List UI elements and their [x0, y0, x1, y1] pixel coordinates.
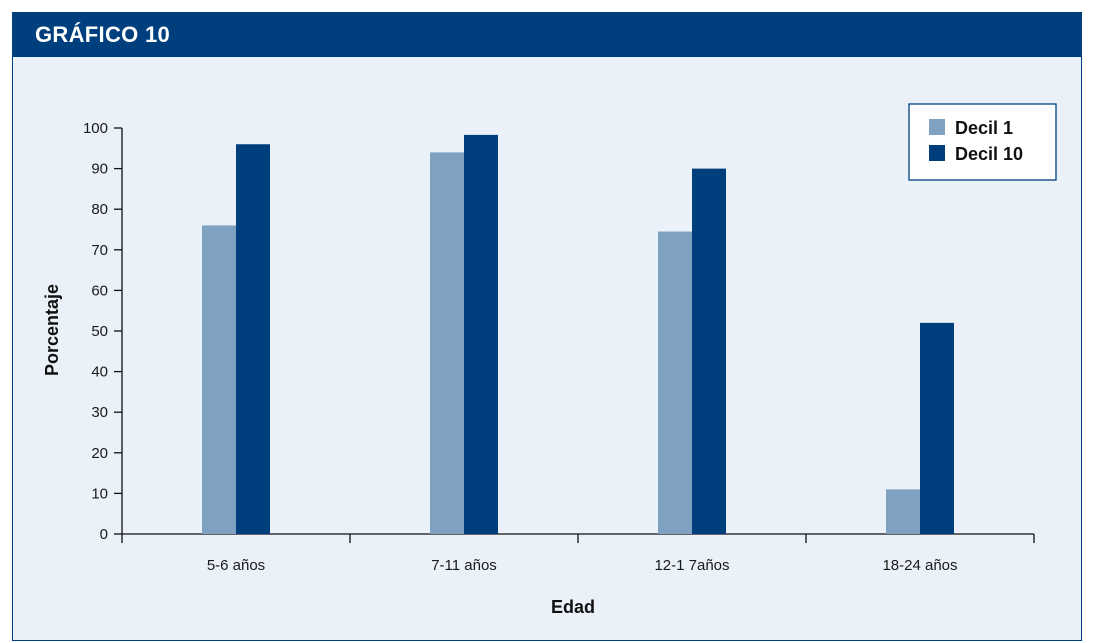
x-tick-label-0: 5-6 años: [207, 557, 265, 574]
y-tick-label-70: 70: [91, 242, 108, 259]
y-tick-label-80: 80: [91, 201, 108, 218]
y-tick-label-10: 10: [91, 485, 108, 502]
bar-decil-10-2: [692, 168, 726, 534]
chart-frame: GRÁFICO 10: [12, 12, 1082, 641]
y-axis-title: Porcentaje: [42, 284, 62, 376]
x-axis-title: Edad: [551, 597, 595, 617]
bar-decil-10-3: [920, 322, 954, 534]
legend-label-decil-10: Decil 10: [955, 144, 1023, 164]
x-tick-label-2: 12-1 7años: [654, 557, 729, 574]
bar-decil-10-1: [464, 134, 498, 535]
y-tick-label-30: 30: [91, 404, 108, 421]
y-tick-label-50: 50: [91, 323, 108, 340]
legend-label-decil-1: Decil 1: [955, 118, 1013, 138]
bar-decil-1-2: [658, 231, 692, 534]
chart-header-title: GRÁFICO 10: [35, 22, 171, 47]
bar-decil-1-0: [202, 225, 236, 534]
legend-swatch-decil-1: [929, 119, 945, 135]
x-tick-label-3: 18-24 años: [882, 557, 957, 574]
bars: [202, 134, 954, 535]
y-tick-label-0: 0: [100, 526, 108, 543]
x-axis: 5-6 años 7-11 años 12-1 7años 18-24 años: [121, 533, 1035, 574]
y-tick-label-20: 20: [91, 445, 108, 462]
legend: Decil 1 Decil 10: [908, 103, 1057, 181]
bar-decil-1-1: [430, 152, 464, 535]
y-tick-label-90: 90: [91, 161, 108, 178]
bar-decil-10-0: [236, 144, 270, 535]
y-tick-label-100: 100: [83, 120, 108, 137]
legend-box: [908, 103, 1057, 181]
legend-swatch-decil-10: [929, 145, 945, 161]
y-tick-label-40: 40: [91, 364, 108, 381]
chart-header: GRÁFICO 10: [13, 13, 1081, 57]
y-axis: 0 10 20 30 40 50 60 70 80 90 100: [83, 120, 123, 543]
bar-decil-1-3: [886, 489, 920, 534]
x-tick-label-1: 7-11 años: [431, 557, 497, 574]
y-tick-label-60: 60: [91, 282, 108, 299]
